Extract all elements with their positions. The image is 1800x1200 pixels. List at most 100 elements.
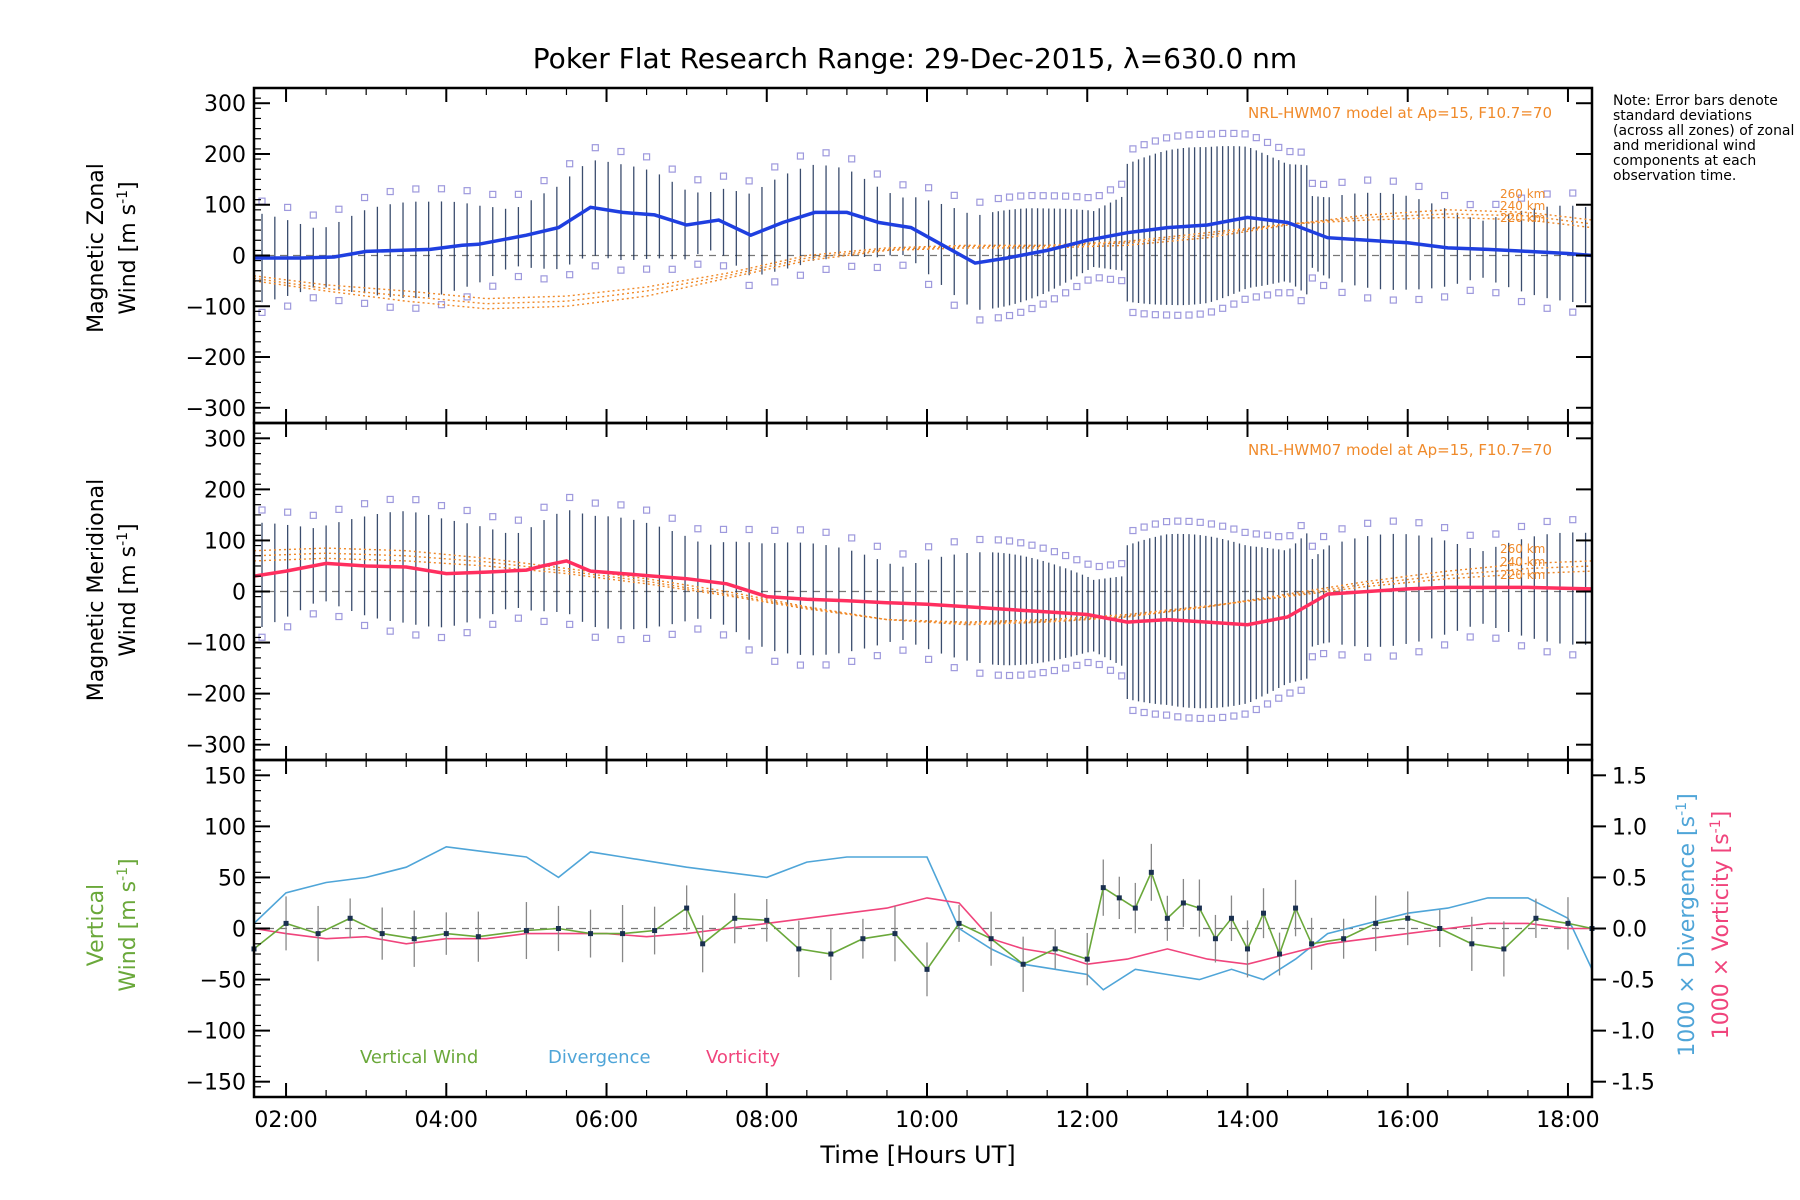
scatter-point bbox=[1263, 700, 1272, 708]
vertical-wind-point bbox=[1277, 951, 1283, 957]
scatter-point bbox=[1252, 293, 1260, 301]
scatter-point bbox=[1185, 131, 1193, 139]
scatter-point bbox=[1196, 518, 1204, 526]
scatter-point bbox=[976, 669, 984, 677]
scatter-point bbox=[1241, 528, 1249, 537]
y-tick-label: −50 bbox=[200, 969, 246, 994]
y-tick-label: 300 bbox=[204, 92, 246, 117]
legend-vorticity: Vorticity bbox=[706, 1047, 780, 1068]
scatter-point bbox=[1106, 186, 1115, 194]
scatter-point bbox=[1297, 148, 1305, 156]
scatter-point bbox=[1095, 562, 1103, 571]
vertical-ylabel-text: Wind [m s bbox=[116, 881, 141, 992]
scatter-point bbox=[1162, 711, 1171, 719]
scatter-point bbox=[1062, 664, 1070, 672]
scatter-point bbox=[1039, 668, 1047, 677]
scatter-point bbox=[771, 163, 779, 171]
scatter-point bbox=[1185, 311, 1193, 319]
scatter-point bbox=[642, 153, 651, 161]
scatter-point bbox=[1207, 130, 1216, 138]
scatter-point bbox=[335, 205, 343, 213]
vertical-wind-point bbox=[1020, 961, 1026, 967]
scatter-point bbox=[745, 525, 753, 534]
scatter-point bbox=[1297, 297, 1305, 305]
scatter-point bbox=[1084, 276, 1092, 284]
scatter-point bbox=[1050, 295, 1058, 303]
scatter-point bbox=[873, 652, 881, 660]
scatter-point bbox=[1389, 296, 1397, 304]
scatter-point bbox=[489, 190, 497, 199]
scatter-point bbox=[1252, 530, 1260, 538]
divergence-ylabel-text: 1000 × Divergence [s bbox=[1675, 816, 1700, 1057]
meridional-ylabel-line1: Magnetic Meridional bbox=[84, 479, 109, 701]
scatter-point bbox=[1073, 556, 1081, 564]
scatter-point bbox=[1241, 130, 1249, 138]
scatter-point bbox=[796, 661, 805, 669]
x-tick-label: 08:00 bbox=[735, 1108, 798, 1133]
vorticity-ylabel: 1000 × Vorticity [s-1] bbox=[1708, 811, 1734, 1039]
vertical-wind-point bbox=[1132, 905, 1138, 911]
scatter-point bbox=[335, 612, 343, 621]
meridional-ylabel-line2: Wind [m s-1] bbox=[115, 523, 141, 656]
scatter-point bbox=[1308, 274, 1316, 282]
vertical-wind-point bbox=[283, 920, 289, 926]
scatter-point bbox=[1364, 653, 1372, 661]
scatter-point bbox=[1140, 523, 1148, 531]
y-tick-label: −150 bbox=[186, 1071, 246, 1096]
scatter-point bbox=[489, 282, 497, 290]
scatter-point bbox=[976, 198, 984, 206]
vertical-wind-point bbox=[732, 915, 738, 921]
scatter-point bbox=[1364, 176, 1372, 184]
y-tick-label: 0 bbox=[232, 918, 246, 943]
scatter-point bbox=[848, 155, 856, 163]
vertical-wind-point bbox=[956, 920, 962, 926]
scatter-point bbox=[309, 511, 317, 519]
meridional-wind-panel: −300 −200 −100 0 100 200 300 bbox=[186, 421, 1594, 762]
scatter-point bbox=[1062, 289, 1070, 297]
scatter-point bbox=[412, 304, 420, 312]
scatter-point bbox=[1319, 532, 1328, 541]
scatter-point bbox=[771, 278, 779, 286]
vertical-wind-point bbox=[1565, 920, 1571, 926]
scatter-point bbox=[1319, 281, 1328, 290]
scatter-point bbox=[1185, 517, 1193, 526]
vertical-wind-point bbox=[1180, 900, 1186, 906]
scatter-point bbox=[1338, 288, 1346, 297]
scatter-point bbox=[1338, 651, 1346, 659]
scatter-point bbox=[1017, 308, 1025, 316]
scatter-point bbox=[1252, 705, 1260, 714]
scatter-point bbox=[566, 620, 574, 629]
scatter-point bbox=[668, 630, 676, 638]
scatter-point bbox=[822, 149, 830, 157]
scatter-point bbox=[437, 633, 446, 642]
scatter-point bbox=[1219, 304, 1227, 312]
vertical-wind-point bbox=[523, 928, 529, 934]
scatter-point bbox=[1095, 660, 1103, 669]
scatter-point bbox=[1084, 658, 1092, 667]
zonal-ylabel-line1: Magnetic Zonal bbox=[84, 163, 109, 333]
scatter-point bbox=[1196, 130, 1204, 138]
scatter-point bbox=[1162, 134, 1171, 142]
vertical-wind-point bbox=[1261, 910, 1267, 916]
zonal-wind-panel: −300 −200 −100 0 100 200 300 bbox=[186, 86, 1594, 425]
x-tick-label: 12:00 bbox=[1056, 1108, 1119, 1133]
scatter-point bbox=[1005, 193, 1014, 201]
scatter-point bbox=[437, 501, 446, 510]
scatter-point bbox=[566, 271, 574, 279]
vertical-wind-point bbox=[443, 931, 449, 937]
scatter-point bbox=[925, 655, 933, 663]
scatter-point bbox=[1275, 694, 1283, 702]
scatter-point bbox=[1389, 177, 1397, 185]
y-tick-label: 0 bbox=[232, 581, 246, 606]
scatter-point bbox=[950, 538, 958, 546]
scatter-point bbox=[950, 301, 958, 309]
scatter-point bbox=[1543, 648, 1551, 656]
vertical-wind-point bbox=[1437, 926, 1443, 931]
scatter-point bbox=[1207, 714, 1216, 722]
x-tick-label: 10:00 bbox=[895, 1108, 958, 1133]
x-tick-label: 04:00 bbox=[415, 1108, 478, 1133]
vertical-wind-point bbox=[1116, 895, 1122, 901]
vertical-wind-point bbox=[1405, 915, 1411, 921]
scatter-point bbox=[1162, 311, 1171, 319]
scatter-point bbox=[335, 505, 343, 513]
